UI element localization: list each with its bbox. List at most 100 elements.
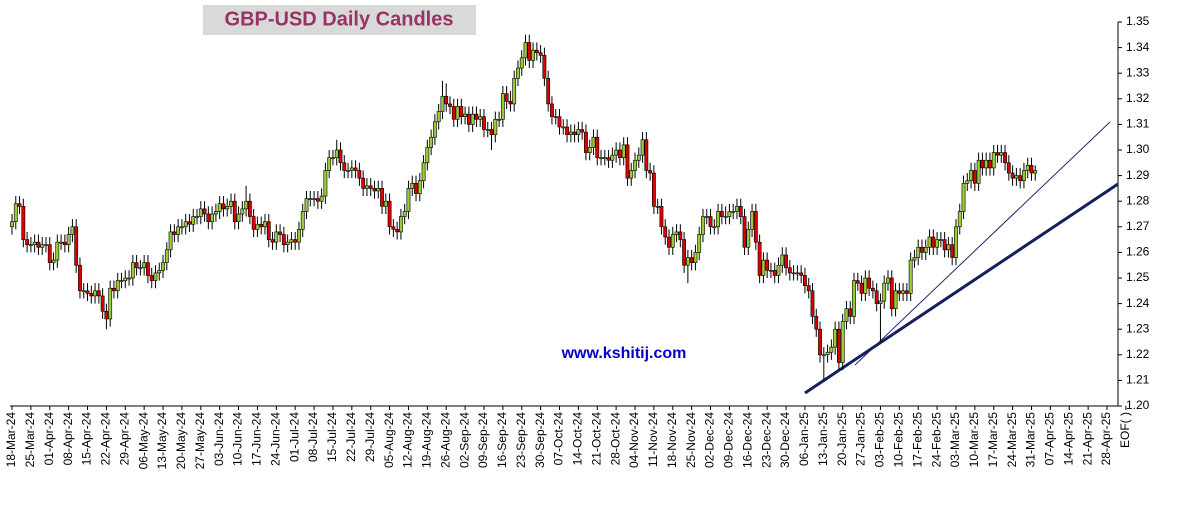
candle-body: [618, 149, 622, 158]
candle-body: [935, 239, 939, 248]
x-tick-label: 26-Aug-24: [438, 412, 452, 468]
candle-body: [21, 206, 26, 240]
y-tick-label: 1.23: [1126, 321, 1150, 335]
candle-body: [47, 244, 52, 263]
candle-body: [119, 280, 124, 282]
x-tick-label: 19-Aug-24: [420, 412, 434, 468]
candle-body: [599, 157, 603, 159]
candle-body: [750, 211, 754, 230]
candle-body: [25, 239, 30, 246]
candle-body: [561, 126, 566, 129]
x-tick-label: 02-Dec-24: [703, 412, 717, 468]
candle-body: [168, 231, 173, 251]
candle-body: [980, 159, 985, 169]
candle-body: [81, 290, 86, 293]
candle-body: [315, 198, 320, 202]
candle-body: [693, 252, 698, 263]
candle-body: [459, 106, 464, 118]
candle-body: [346, 170, 350, 172]
x-tick-label: 03-Jun-24: [212, 412, 226, 466]
x-tick-label: 25-Nov-24: [684, 412, 698, 468]
x-tick-label: 04-Nov-24: [627, 412, 641, 468]
candle-body: [863, 277, 868, 294]
candle-body: [576, 129, 581, 135]
candle-body: [572, 131, 577, 135]
chart-title: GBP-USD Daily Candles: [225, 8, 454, 30]
x-tick-label: 18-Mar-24: [4, 412, 18, 468]
candle-body: [806, 285, 811, 292]
candle-body: [644, 139, 649, 171]
candle-body: [410, 182, 415, 189]
candle-body: [614, 149, 619, 156]
x-tick-label: 01-Apr-24: [42, 412, 56, 466]
candle-body: [236, 213, 241, 222]
candle-body: [795, 272, 800, 275]
x-tick-label: 12-Aug-24: [401, 412, 415, 468]
candle-body: [908, 259, 913, 294]
candle-body: [965, 180, 970, 184]
candle-body: [28, 244, 33, 247]
x-tick-label: 17-Jun-24: [250, 412, 264, 466]
y-tick-label: 1.21: [1126, 373, 1150, 387]
candle-body: [202, 208, 207, 215]
candle-body: [1033, 170, 1038, 174]
candle-body: [629, 170, 634, 179]
x-tick-label: 09-Sep-24: [476, 412, 490, 468]
candle-body: [395, 229, 400, 233]
y-tick-label: 1.22: [1126, 347, 1150, 361]
watermark: www.kshitij.com: [561, 345, 687, 362]
x-tick-label: 24-Jun-24: [268, 412, 282, 466]
candle-body: [327, 157, 332, 171]
candle-body: [852, 280, 856, 317]
x-tick-label: 17-Feb-25: [910, 412, 924, 468]
candle-body: [232, 200, 237, 222]
x-tick-label: 09-Dec-24: [722, 412, 736, 468]
candle-body: [213, 211, 218, 215]
candle-body: [44, 244, 48, 247]
candle-body: [719, 211, 724, 217]
candle-body: [278, 231, 282, 235]
candle-body: [833, 328, 838, 348]
candle-body: [923, 246, 928, 253]
x-tick-label: 06-May-24: [136, 412, 150, 470]
candle-body: [319, 195, 324, 202]
candle-body: [651, 172, 656, 207]
candle-body: [901, 290, 906, 294]
candle-body: [482, 116, 486, 130]
candle-body: [259, 223, 264, 228]
x-tick-label: 27-May-24: [193, 412, 207, 470]
x-tick-label: 30-Sep-24: [533, 412, 547, 468]
x-tick-label: 25-Mar-24: [23, 412, 37, 468]
candle-body: [961, 182, 966, 212]
x-tick-label: 03-Feb-25: [873, 412, 887, 468]
candle-body: [633, 159, 637, 171]
y-tick-label: 1.25: [1126, 270, 1150, 284]
candle-body: [466, 113, 471, 125]
candle-body: [712, 226, 717, 229]
candle-body: [247, 200, 252, 217]
x-tick-label: 13-May-24: [155, 412, 169, 470]
x-tick-label: 20-May-24: [174, 412, 188, 470]
x-tick-label: 13-Jan-25: [816, 412, 830, 466]
candle-body: [176, 226, 181, 235]
candle-body: [206, 213, 211, 222]
candle-body: [357, 170, 362, 179]
candle-body: [85, 290, 90, 294]
candle-body: [78, 264, 82, 292]
candle-body: [474, 113, 479, 120]
candle-body: [874, 290, 879, 304]
y-tick-label: 1.35: [1126, 14, 1150, 28]
candle-body: [769, 270, 773, 272]
candle-body: [368, 185, 373, 189]
candle-body: [803, 275, 807, 286]
candle-body: [670, 234, 675, 248]
candle-body: [867, 277, 872, 289]
y-tick-label: 1.33: [1126, 65, 1150, 79]
candle-body: [142, 262, 147, 269]
candle-body: [372, 188, 377, 192]
candle-body: [780, 254, 785, 266]
candle-body: [882, 282, 887, 302]
candle-body: [799, 272, 804, 276]
candle-body: [308, 198, 313, 200]
candle-body: [791, 272, 796, 275]
